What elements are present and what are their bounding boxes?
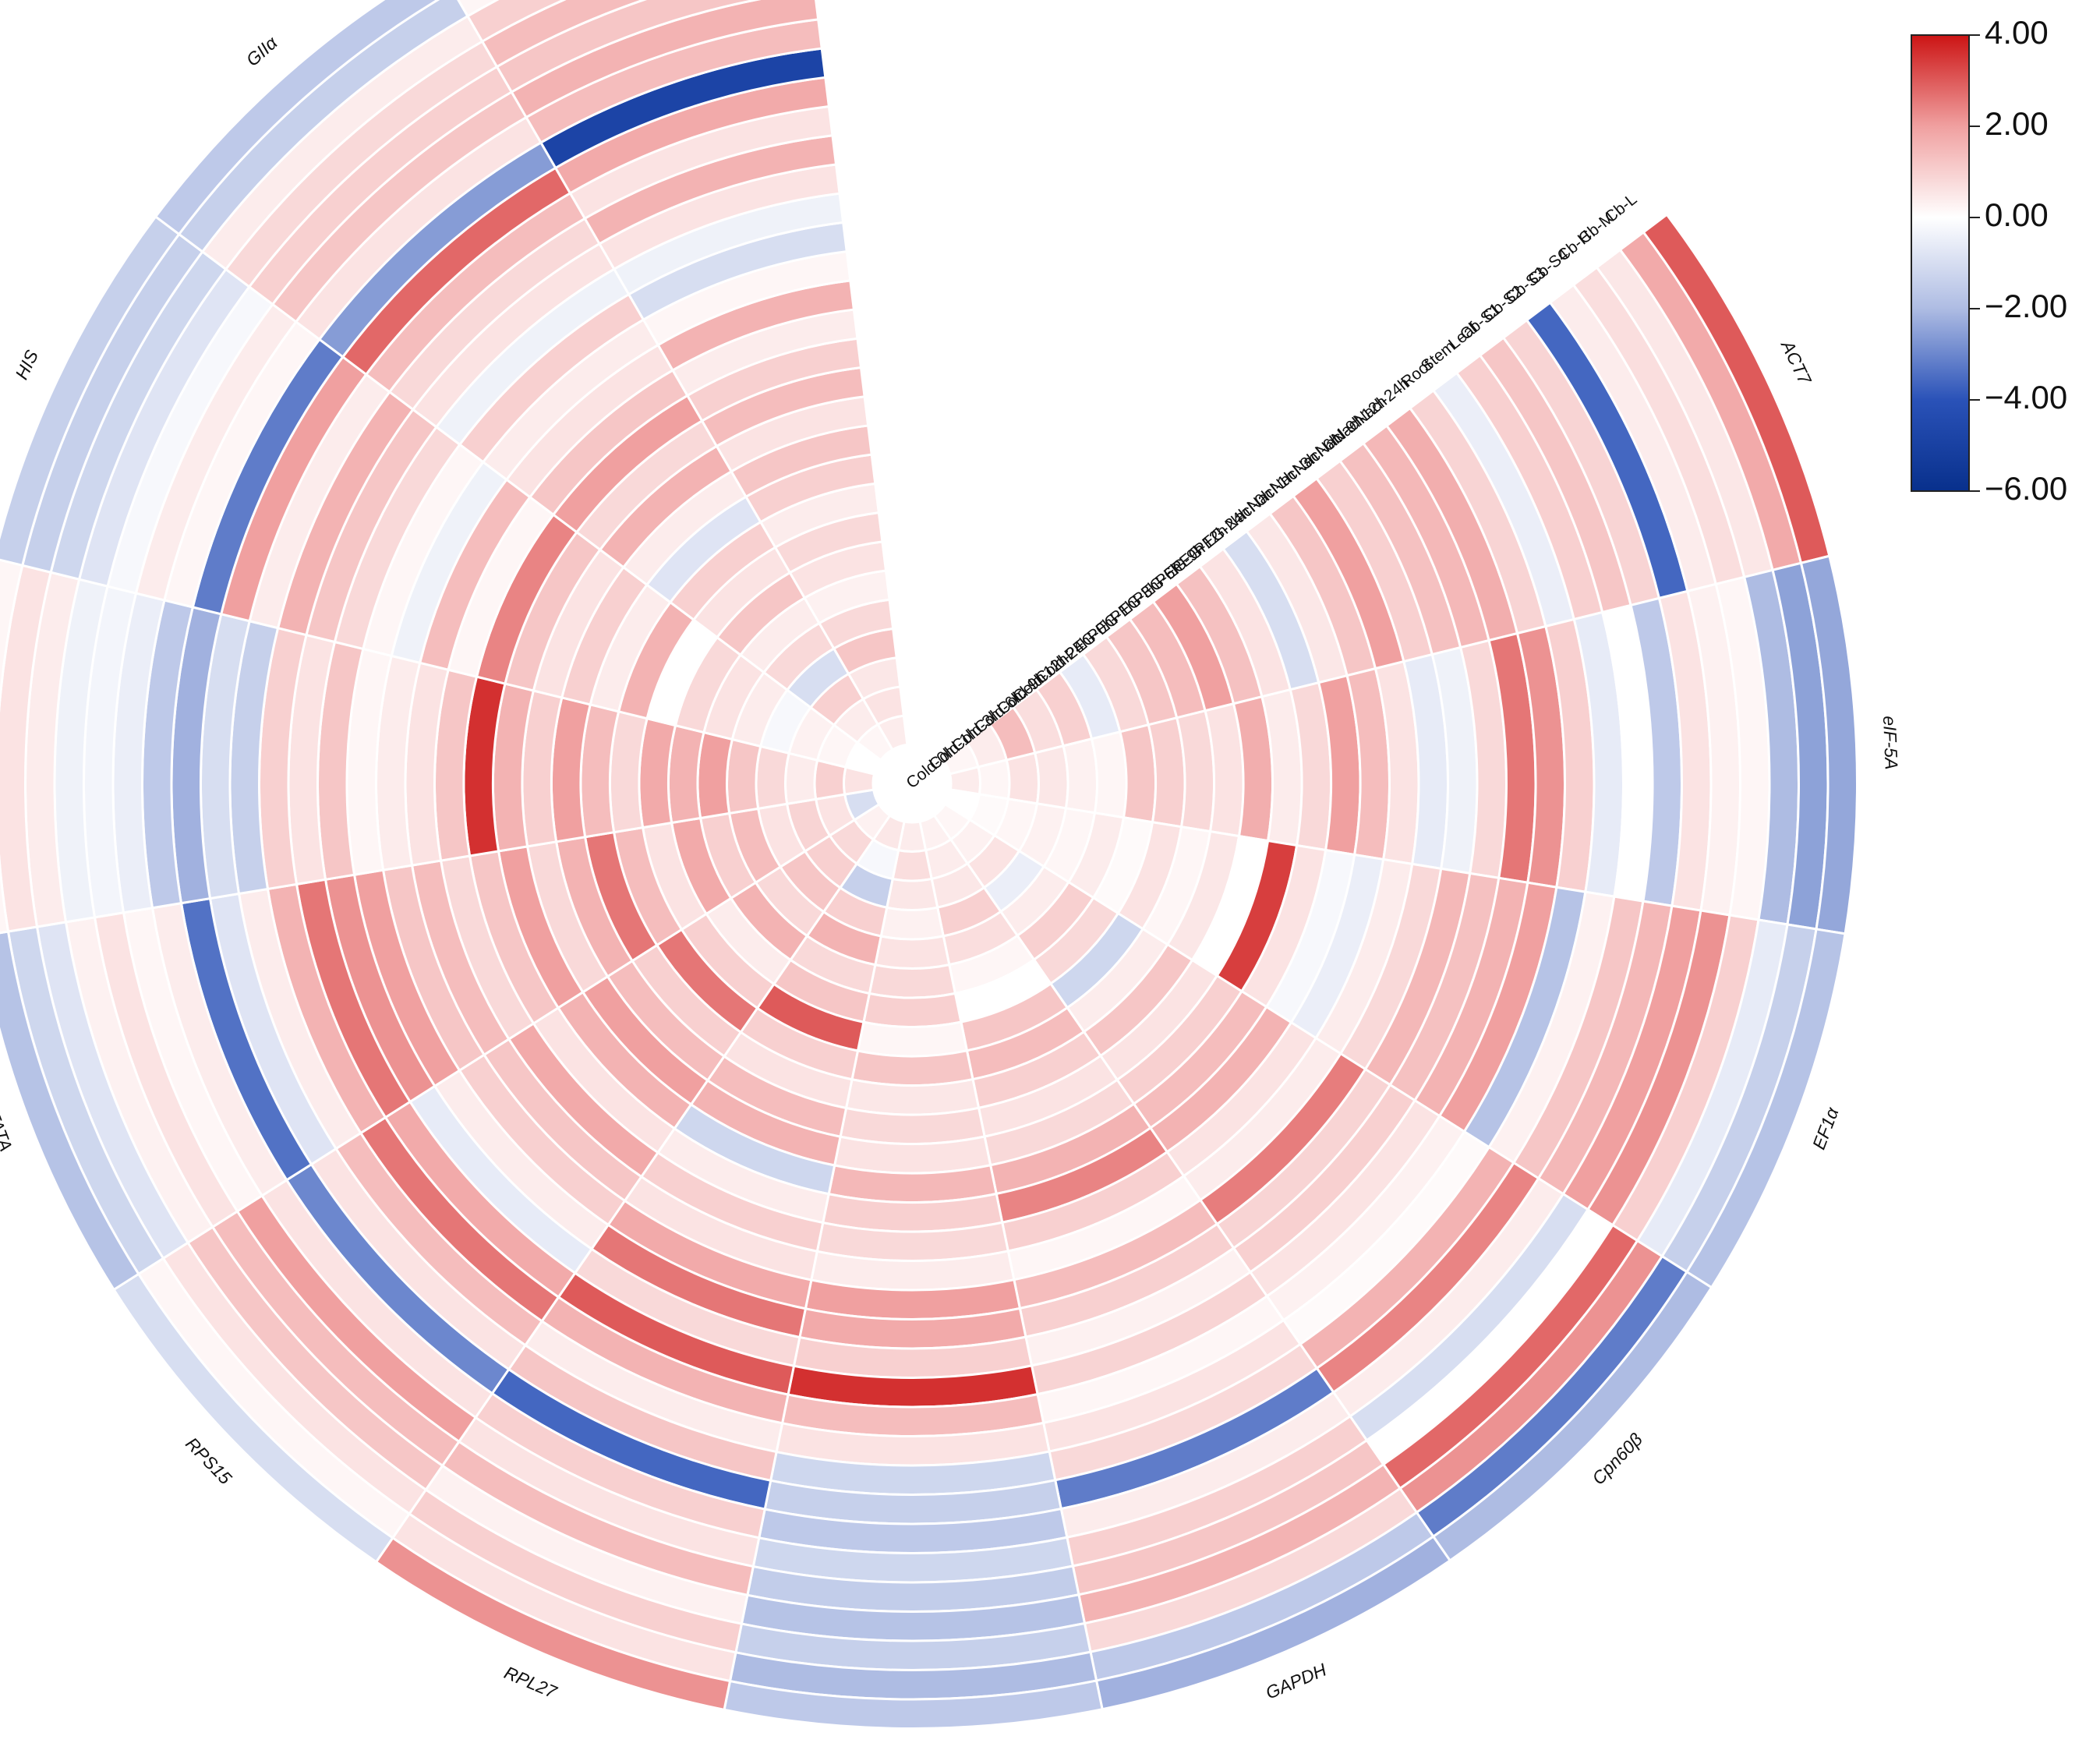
heatmap-cell-eIF-5A-Cold-24h — [1119, 723, 1157, 824]
colorbar-ticks: 4.00 2.00 0.00 −2.00 −4.00 −6.00 — [1969, 14, 2067, 507]
gene-label-RPS15: RPS15 — [182, 1434, 235, 1489]
gene-label-Cpn60β: Cpn60β — [1588, 1429, 1646, 1488]
gene-label-eIF-5A: eIF-5A — [1879, 716, 1902, 770]
colorbar-tick-label: −6.00 — [1985, 470, 2067, 507]
gene-label-HIS: HIS — [11, 346, 42, 382]
heatmap-cell-RA-Cold-3h — [885, 877, 939, 911]
colorbar-tick-label: 0.00 — [1985, 196, 2049, 233]
heatmap-cell-APT-Cold-9h — [726, 737, 762, 815]
heatmap-cell-eIF-5A-Cold-9h — [1062, 737, 1098, 815]
heatmap-cell-RA-Cold-6h — [879, 906, 946, 941]
gene-label-RPL27: RPL27 — [501, 1662, 560, 1702]
heatmap-cell-eIF-5A-Cold-1h — [977, 758, 1011, 801]
heatmap-cell-RA-Cold-9h — [874, 935, 951, 970]
colorbar-tick-label: 4.00 — [1985, 14, 2049, 51]
gene-label-ACT7: ACT7 — [1777, 336, 1815, 388]
gene-label-GAPDH: GAPDH — [1263, 1660, 1330, 1703]
heatmap-cell-eIF-5A-Cold-6h — [1033, 744, 1069, 810]
gene-label-TATA: TATA — [0, 1108, 16, 1154]
gene-label-GIIα: GIIα — [242, 32, 282, 70]
heatmap-cells — [0, 0, 1858, 1730]
gene-label-EF1α: EF1α — [1808, 1104, 1843, 1152]
heatmap-cell-APT-Cold-24h — [667, 723, 705, 825]
heatmap-cell-APT-Cold-12h — [696, 730, 734, 820]
heatmap-cell-TUB-Cb-H — [465, 0, 567, 44]
colorbar: 4.00 2.00 0.00 −2.00 −4.00 −6.00 — [1911, 14, 2067, 507]
colorbar-gradient — [1911, 34, 1970, 492]
heatmap-cell-APT-Cold-6h — [755, 744, 790, 811]
heatmap-cell-APT-Cold-3h — [784, 751, 819, 806]
colorbar-tick-label: −2.00 — [1985, 288, 2067, 324]
colorbar-tick-label: −4.00 — [1985, 379, 2067, 415]
heatmap-cell-RA-PEG-0h — [856, 1020, 969, 1058]
heatmap-cell-TUB-Cb-M — [457, 0, 500, 18]
colorbar-tick-label: 2.00 — [1985, 105, 2049, 142]
heatmap-cell-RA-PEG-1h — [850, 1049, 974, 1087]
heatmap-cell-eIF-5A-Cold-12h — [1090, 730, 1128, 819]
heatmap-cell-eIF-5A-Cold-3h — [1005, 751, 1040, 805]
heatmap-cell-RA-PEG-3h — [844, 1077, 981, 1116]
heatmap-cell-RA-Cold-24h — [862, 992, 963, 1028]
heatmap-cell-TUB-Cb-S4 — [480, 0, 647, 69]
heatmap-cell-GIIα-Cb-L — [154, 0, 440, 236]
heatmap-cell-RA-Cold-12h — [868, 963, 957, 999]
